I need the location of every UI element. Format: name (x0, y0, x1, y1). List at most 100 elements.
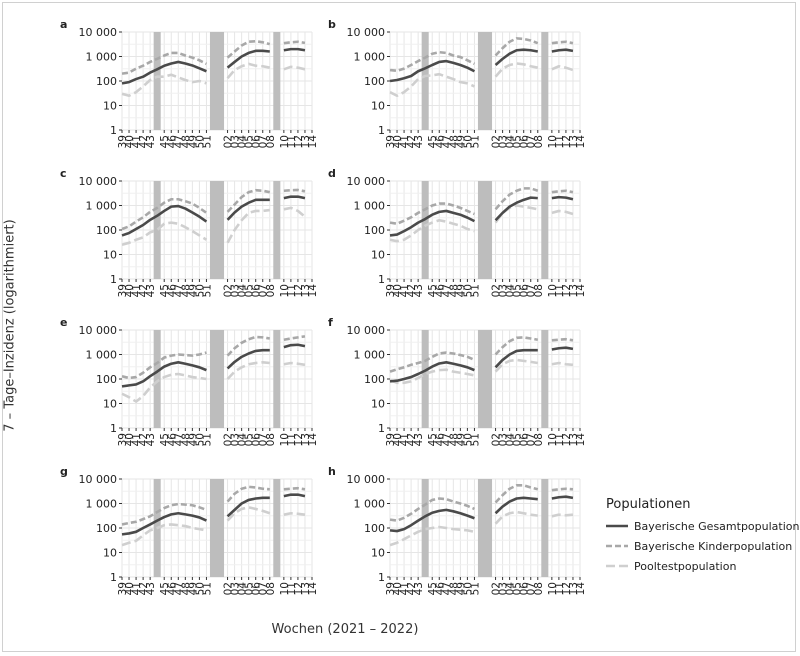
x-tick-label: 02 (491, 582, 503, 595)
x-tick-label: 39 (117, 582, 129, 595)
x-tick-label: 08 (533, 582, 545, 595)
shaded-band (477, 32, 493, 130)
y-tick-label: 1 (110, 124, 117, 137)
x-tick-label: 10 (279, 284, 291, 297)
x-tick-label: 13 (300, 135, 312, 148)
x-tick-label: 05 (244, 135, 256, 148)
series-line (121, 493, 306, 536)
y-tick-label: 1 (378, 571, 385, 584)
x-tick-label: 40 (124, 433, 136, 446)
x-tick-label: 04 (237, 135, 249, 149)
x-tick-label: 41 (131, 433, 143, 446)
x-tick-label: 02 (223, 582, 235, 595)
shaded-band (421, 330, 429, 428)
y-tick-label: 10 000 (79, 175, 118, 188)
x-tick-label: 39 (117, 135, 129, 148)
x-tick-label: 03 (498, 284, 510, 297)
panel-label: b (328, 18, 336, 31)
x-tick-label: 43 (145, 284, 157, 297)
x-tick-label: 46 (166, 135, 178, 149)
y-tick-label: 10 (103, 249, 117, 262)
x-tick-label: 40 (124, 284, 136, 297)
x-tick-label: 14 (307, 433, 319, 447)
series-line (389, 510, 574, 547)
x-tick-label: 05 (512, 284, 524, 297)
series-line (121, 485, 306, 526)
x-tick-label: 51 (469, 135, 481, 148)
y-tick-label: 1 000 (354, 200, 386, 213)
x-tick-label: 07 (526, 135, 538, 148)
x-tick-label: 08 (533, 284, 545, 297)
x-tick-label: 03 (230, 135, 242, 148)
x-tick-label: 41 (399, 433, 411, 446)
series-line (121, 39, 306, 75)
x-tick-label: 04 (237, 433, 249, 447)
x-tick-label: 47 (173, 284, 185, 297)
x-tick-label: 14 (575, 135, 587, 149)
x-tick-label: 04 (237, 284, 249, 298)
y-tick-label: 10 (371, 249, 385, 262)
y-tick-label: 10 000 (79, 26, 118, 39)
x-tick-label: 43 (413, 284, 425, 297)
x-tick-label: 49 (187, 582, 199, 595)
x-tick-label: 47 (173, 135, 185, 148)
x-tick-label: 42 (406, 284, 418, 297)
x-tick-label: 07 (526, 582, 538, 595)
y-tick-label: 1 000 (354, 51, 386, 64)
x-tick-label: 11 (286, 582, 298, 595)
y-tick-label: 1 000 (86, 498, 118, 511)
x-tick-label: 11 (286, 433, 298, 446)
y-tick-label: 10 000 (79, 473, 118, 486)
y-tick-label: 10 000 (347, 26, 386, 39)
x-tick-label: 03 (498, 433, 510, 446)
series-line (389, 187, 574, 226)
series-line (389, 346, 574, 383)
series-line (121, 195, 306, 237)
series-line (389, 484, 574, 522)
x-tick-label: 49 (455, 582, 467, 595)
x-tick-label: 45 (159, 582, 171, 595)
shaded-band (209, 330, 225, 428)
x-tick-label: 42 (406, 135, 418, 148)
panel-label: c (60, 167, 67, 180)
x-tick-label: 04 (505, 284, 517, 298)
x-tick-label: 47 (441, 582, 453, 595)
x-tick-label: 11 (554, 433, 566, 446)
x-tick-label: 49 (455, 135, 467, 148)
series-line (389, 336, 574, 373)
series-line (121, 361, 306, 403)
x-tick-label: 04 (505, 433, 517, 447)
y-tick-label: 1 (110, 571, 117, 584)
x-tick-label: 08 (533, 135, 545, 148)
x-tick-label: 45 (427, 433, 439, 446)
series-line (389, 48, 574, 83)
shaded-band (273, 479, 281, 577)
series-line (121, 47, 306, 85)
y-tick-label: 1 000 (86, 349, 118, 362)
y-tick-label: 1 000 (86, 51, 118, 64)
series-line (389, 37, 574, 73)
y-tick-label: 10 (371, 398, 385, 411)
y-tick-label: 100 (364, 75, 385, 88)
x-tick-label: 48 (448, 433, 460, 446)
x-tick-label: 06 (251, 582, 263, 596)
x-tick-label: 46 (434, 135, 446, 149)
y-tick-label: 10 000 (79, 324, 118, 337)
x-tick-label: 06 (251, 284, 263, 298)
x-tick-label: 02 (223, 284, 235, 297)
x-tick-label: 11 (286, 284, 298, 297)
x-tick-label: 06 (519, 284, 531, 298)
x-tick-label: 39 (117, 284, 129, 297)
x-tick-label: 14 (575, 433, 587, 447)
x-tick-label: 04 (505, 582, 517, 596)
x-tick-label: 11 (554, 135, 566, 148)
x-tick-label: 41 (399, 135, 411, 148)
shaded-band (477, 330, 493, 428)
shaded-band (541, 181, 549, 279)
x-tick-label: 10 (547, 433, 559, 446)
x-tick-label: 04 (237, 582, 249, 596)
x-tick-label: 13 (568, 433, 580, 446)
